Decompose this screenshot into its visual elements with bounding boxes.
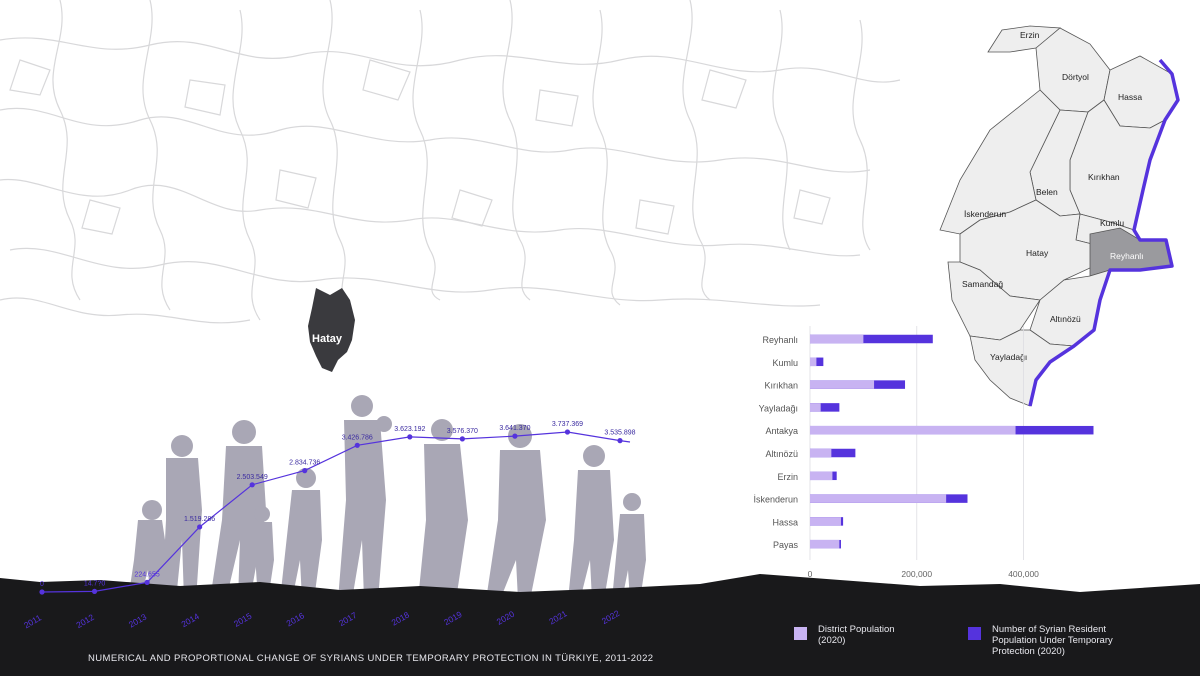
bar-syrian-population [810,334,933,344]
population-point-label: 3.737.369 [552,421,583,428]
district-label-kumlu: Kumlu [1100,218,1124,228]
category-label: Hassa [772,517,798,527]
syria-border-line [1028,58,1180,407]
district-label-hatay: Hatay [1026,248,1049,258]
population-point [197,524,203,530]
migrant-silhouettes [128,395,646,600]
hatay-district-map [939,25,1179,407]
population-point-label: 1.519.286 [184,516,215,523]
population-point [617,438,623,444]
bar-district-population [810,517,841,526]
population-point-label: 3.623.192 [394,426,425,433]
hatay-province-label: Hatay [312,333,343,345]
bar-district-population [810,425,1016,435]
category-label: Reyhanlı [762,335,798,345]
population-point [564,429,571,435]
population-point-label: 2.503.549 [237,474,268,481]
population-point-label: 3.535.898 [604,430,635,437]
x-tick-label: 200,000 [901,569,932,579]
district-label-erzin: Erzin [1020,30,1040,40]
bar-syrian-population [810,357,824,367]
population-point-label: 3.426.786 [342,434,373,441]
population-point-label: 3.576.370 [447,428,478,435]
district-population-bar-chart: 0 200,000 400,000 Reyhanlı Kumlu Kırıkhan Yayl… [753,326,1094,579]
ground-band [0,574,1200,676]
legend-syrian-population: Number of Syrian Resident Population Und… [968,624,1148,664]
category-label: Payas [773,540,799,550]
district-label-hassa: Hassa [1118,92,1142,102]
bar-district-population [810,539,840,549]
bar-district-population [810,357,817,367]
category-label: Kumlu [772,358,798,368]
population-point-label: 2.834.736 [289,460,320,467]
district-labels: Erzin Dörtyol Hassa Kırıkhan Belen İsken… [962,30,1144,362]
legend-label-syrian: Number of Syrian Resident Population Und… [992,624,1113,657]
district-label-reyhanli: Reyhanlı [1110,251,1144,261]
bar-district-population [810,494,947,503]
population-point [249,482,255,488]
population-point-label: 0 [40,581,44,588]
category-label: İskenderun [753,495,798,505]
bar-syrian-population [810,448,856,458]
category-label: Altınözü [765,449,798,459]
bar-district-population [810,448,832,458]
district-label-kirikhan: Kırıkhan [1088,172,1120,182]
population-point-label: 14.7?0 [84,580,106,587]
population-point [91,588,98,594]
population-point [302,468,308,474]
population-point [354,442,360,448]
district-label-iskenderun: İskenderun [964,209,1006,219]
population-point [39,589,45,595]
legend-swatch-district [794,627,807,640]
district-label-dortyol: Dörtyol [1062,72,1089,82]
population-point-label: 224.655 [134,571,159,578]
district-label-samandag: Samandağ [962,279,1003,289]
background-district-map [0,0,901,324]
bar-syrian-population [810,403,840,412]
bar-district-population [810,334,864,344]
line-chart-caption: NUMERICAL AND PROPORTIONAL CHANGE OF SYR… [88,653,654,664]
legend-swatch-syrian [968,627,981,640]
bar-district-population [810,403,821,412]
bar-district-population [810,471,833,481]
district-samandag [947,261,1041,341]
category-label: Erzin [777,472,798,482]
category-label: Antakya [765,426,798,436]
district-label-belen: Belen [1036,187,1058,197]
legend-label-district: District Population (2020) [818,624,895,646]
district-label-yayladagi: Yayladağı [990,352,1027,362]
population-point [512,433,518,439]
x-tick-label: 0 [808,569,813,579]
population-point [407,434,413,440]
category-label: Yayladağı [759,403,798,413]
population-point-label: 3.641.370 [499,425,530,432]
x-tick-label: 400,000 [1008,569,1039,579]
category-label: Kırıkhan [764,381,798,391]
bar-district-population [810,380,875,389]
hatay-province-shape [308,288,355,372]
population-point [144,579,150,585]
legend-district-population: District Population (2020) [794,624,944,660]
population-point [459,436,465,442]
district-label-altinozu: Altınözü [1050,314,1081,324]
